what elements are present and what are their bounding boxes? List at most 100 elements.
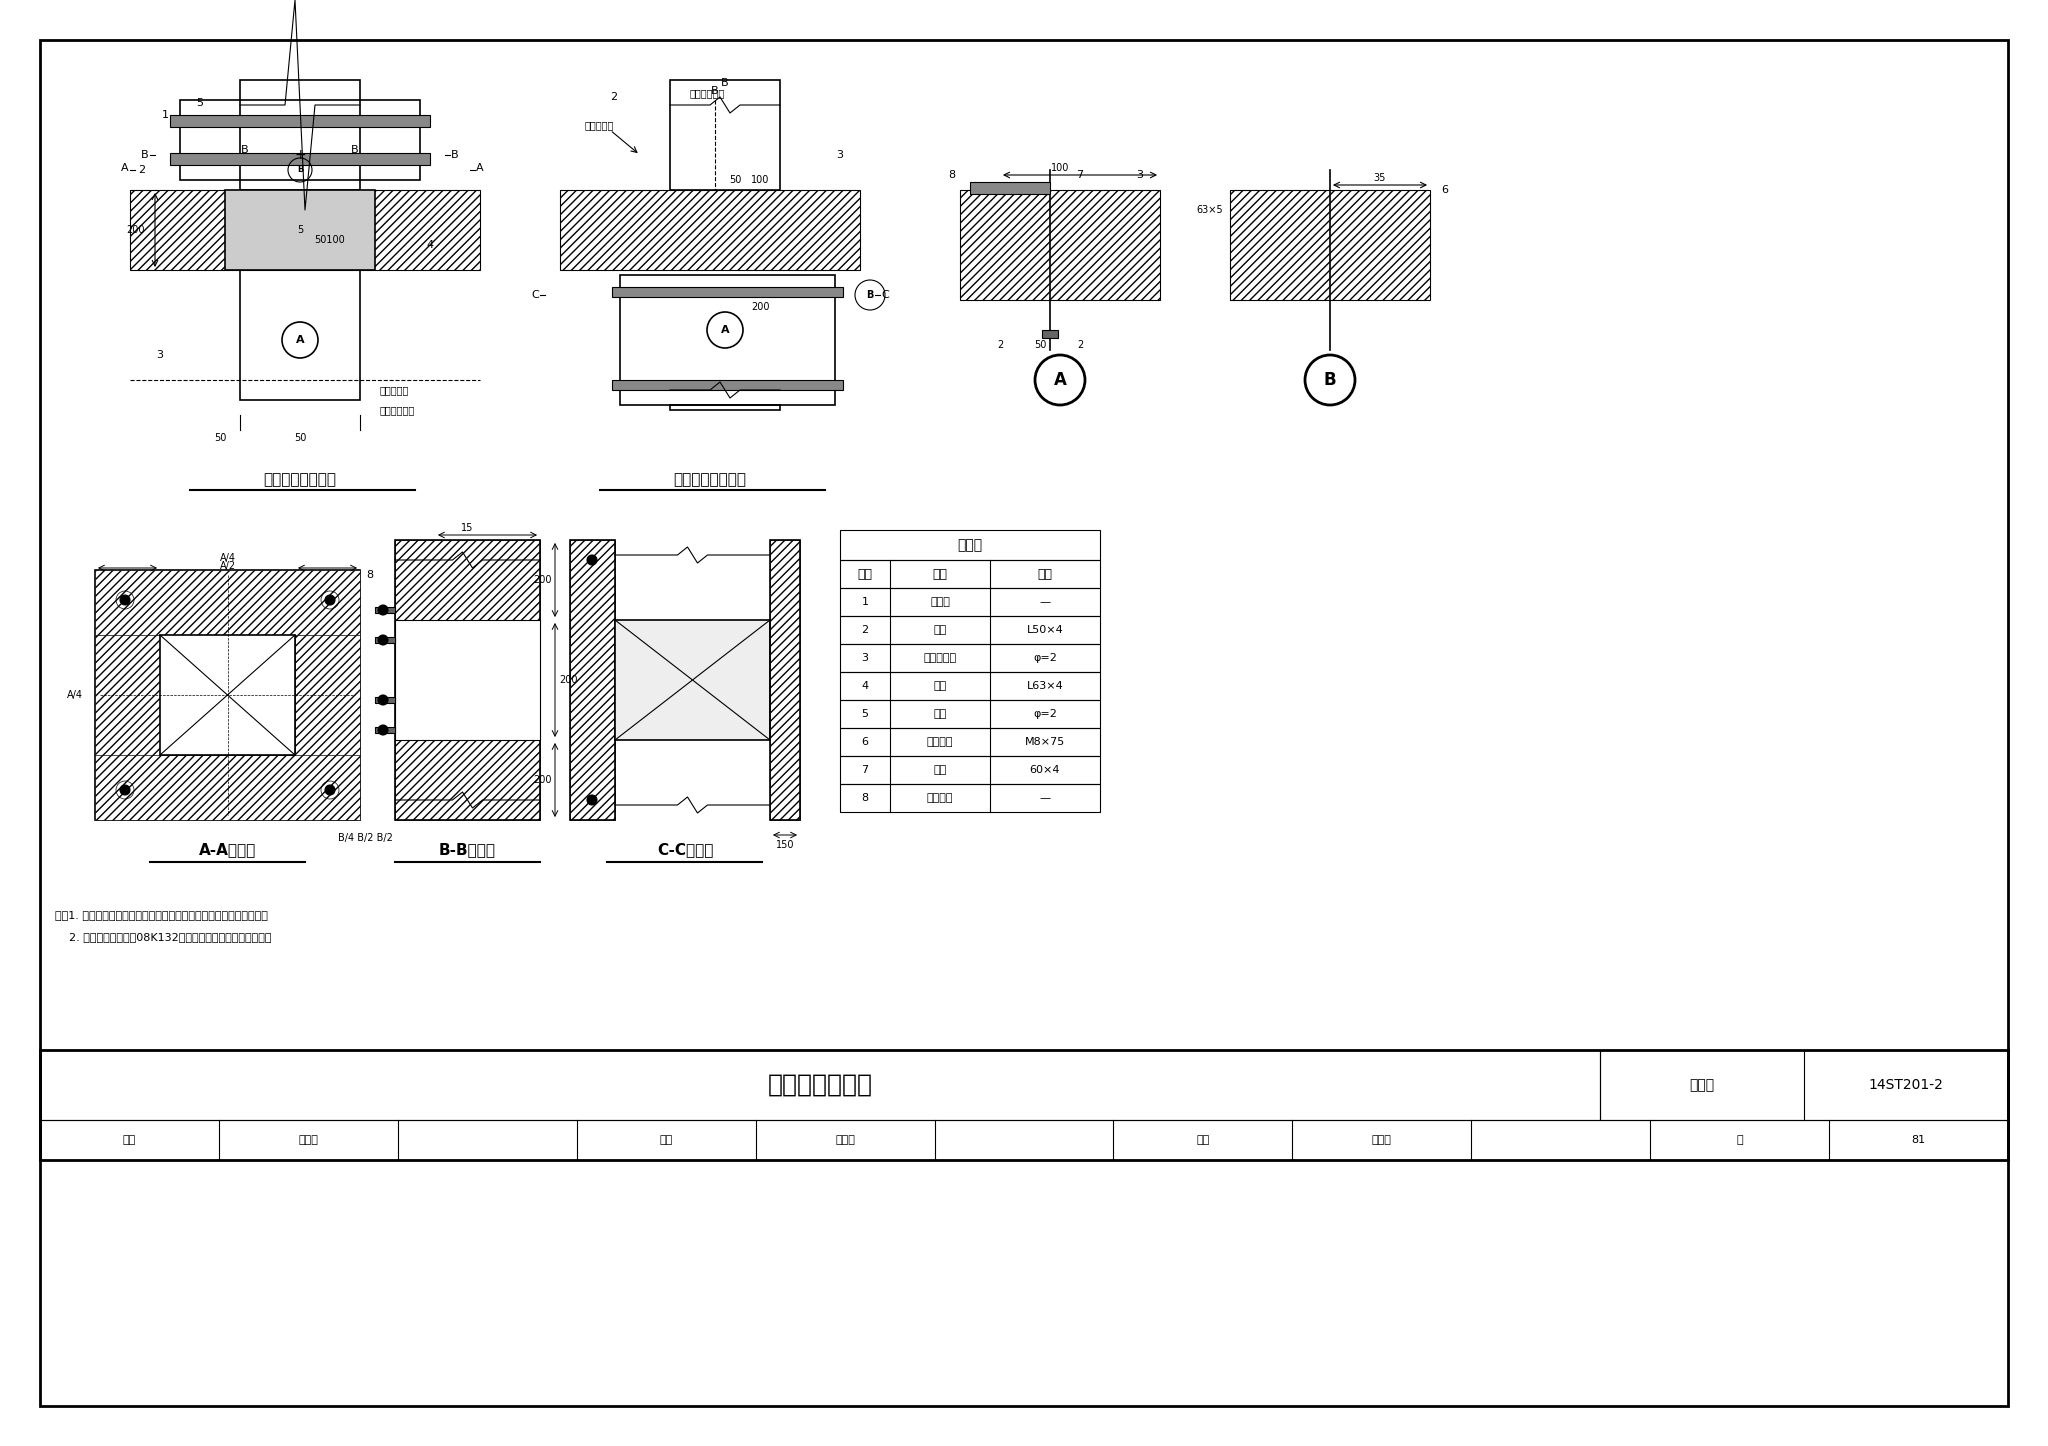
Text: 200: 200	[559, 675, 578, 685]
Text: 3: 3	[1137, 171, 1143, 179]
Bar	[559, 189, 860, 270]
Text: 风管穿楼板做法: 风管穿楼板做法	[768, 1073, 872, 1098]
Text: C: C	[530, 291, 539, 299]
Bar	[840, 643, 1100, 672]
Text: B: B	[721, 78, 729, 88]
Text: A: A	[295, 335, 305, 346]
Bar	[375, 727, 395, 733]
Text: B/4 B/2 B/2: B/4 B/2 B/2	[338, 833, 393, 843]
Text: 设计: 设计	[1196, 1135, 1210, 1145]
Text: 50: 50	[293, 432, 307, 442]
Text: 100: 100	[752, 175, 770, 185]
Text: 60×4: 60×4	[1030, 765, 1061, 775]
Circle shape	[379, 604, 387, 615]
Circle shape	[121, 594, 129, 604]
Bar	[94, 755, 360, 820]
Text: 杨树平: 杨树平	[299, 1135, 317, 1145]
Text: A: A	[1053, 372, 1067, 389]
Text: 1: 1	[162, 110, 168, 120]
Text: 4: 4	[862, 681, 868, 691]
Text: 14ST201-2: 14ST201-2	[1868, 1079, 1944, 1092]
Text: 3: 3	[862, 654, 868, 664]
Bar	[840, 616, 1100, 643]
Bar	[240, 80, 360, 189]
Text: 35: 35	[1374, 174, 1386, 184]
Bar	[375, 607, 395, 613]
Text: 角钢: 角钢	[934, 625, 946, 635]
Bar	[41, 1121, 2007, 1160]
Bar	[770, 539, 801, 820]
Text: L63×4: L63×4	[1026, 681, 1063, 691]
Bar	[840, 560, 1100, 589]
Text: 页: 页	[1737, 1135, 1743, 1145]
Text: B-B剖面图: B-B剖面图	[438, 843, 496, 857]
Text: 2. 其他安装方式参见08K132《金属、非金属风管支吊架》。: 2. 其他安装方式参见08K132《金属、非金属风管支吊架》。	[55, 933, 272, 941]
Text: C: C	[881, 291, 889, 299]
Text: 50: 50	[729, 175, 741, 185]
Text: 7: 7	[862, 765, 868, 775]
Bar	[295, 570, 360, 820]
Text: 角钢: 角钢	[934, 681, 946, 691]
Text: 63×5: 63×5	[1196, 205, 1223, 215]
Text: A/4: A/4	[68, 690, 84, 700]
Text: A: A	[121, 163, 129, 174]
Text: 100: 100	[1051, 163, 1069, 174]
Text: 200: 200	[532, 775, 551, 785]
Text: B: B	[350, 145, 358, 155]
Text: 5: 5	[862, 709, 868, 719]
Bar	[612, 286, 844, 296]
Text: 2: 2	[1077, 340, 1083, 350]
Text: 水泥砂浆抹平: 水泥砂浆抹平	[690, 88, 725, 98]
Text: B: B	[242, 145, 248, 155]
Text: B: B	[1323, 372, 1335, 389]
Bar	[840, 672, 1100, 700]
Bar	[569, 539, 614, 820]
Bar	[1042, 330, 1059, 338]
Bar	[840, 784, 1100, 813]
Text: A: A	[721, 325, 729, 335]
Bar	[569, 539, 614, 820]
Circle shape	[326, 785, 336, 795]
Text: 防火泥封堵: 防火泥封堵	[586, 120, 614, 130]
Text: 注：1. 用于固定法兰的螺栓，螺母规格及间距和同尺寸风管法兰相同。: 注：1. 用于固定法兰的螺栓，螺母规格及间距和同尺寸风管法兰相同。	[55, 910, 268, 920]
Text: 200: 200	[127, 226, 145, 236]
Bar	[375, 638, 395, 643]
Text: L50×4: L50×4	[1026, 625, 1063, 635]
Text: 6: 6	[1442, 185, 1448, 195]
Text: 7: 7	[1077, 171, 1083, 179]
Bar	[395, 620, 541, 740]
Circle shape	[588, 795, 598, 805]
Text: 2: 2	[139, 165, 145, 175]
Text: 50: 50	[1034, 340, 1047, 350]
Text: 2: 2	[997, 340, 1004, 350]
Bar	[41, 1050, 1599, 1121]
Text: A/2: A/2	[219, 561, 236, 571]
Bar	[971, 182, 1051, 194]
Bar	[170, 116, 430, 127]
Text: 风管: 风管	[934, 709, 946, 719]
Bar	[614, 620, 770, 740]
Text: 200: 200	[752, 302, 770, 312]
Text: 8: 8	[862, 792, 868, 803]
Bar	[1231, 189, 1430, 299]
Bar	[94, 570, 360, 820]
Bar	[840, 700, 1100, 727]
Bar	[170, 153, 430, 165]
Circle shape	[326, 594, 336, 604]
Text: 5: 5	[197, 98, 203, 108]
Text: B: B	[451, 150, 459, 161]
Text: φ=2: φ=2	[1032, 654, 1057, 664]
Text: 3: 3	[836, 150, 844, 161]
Text: 150: 150	[776, 840, 795, 850]
Text: 预埋钢套管: 预埋钢套管	[924, 654, 956, 664]
Circle shape	[379, 724, 387, 735]
Circle shape	[121, 785, 129, 795]
Text: C-C剖面图: C-C剖面图	[657, 843, 713, 857]
Text: 6: 6	[862, 737, 868, 748]
Bar	[840, 531, 1100, 560]
Text: +: +	[295, 147, 305, 162]
Bar	[670, 405, 780, 411]
Bar	[180, 100, 420, 179]
Text: 编号: 编号	[858, 567, 872, 580]
Text: 2: 2	[610, 93, 618, 103]
